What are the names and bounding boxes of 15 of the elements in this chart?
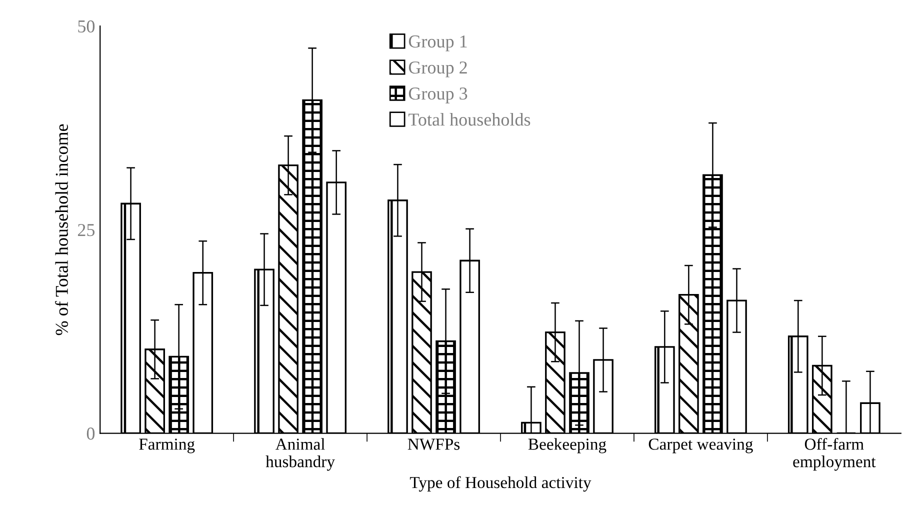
x-tick-label: Beekeeping [528, 438, 606, 454]
x-tick-label: Carpet weaving [648, 438, 753, 454]
y-tick-label: 50 [78, 20, 95, 33]
y-tick-label: 25 [78, 224, 95, 236]
x-tick-label: Off-farm employment [793, 438, 876, 471]
x-tick-label: NWFPs [408, 438, 460, 450]
y-tick-label: 0 [86, 428, 95, 440]
legend-label: Group 1 [408, 35, 467, 52]
y-axis-title: % of Total household income [55, 124, 68, 336]
x-tick-label: Farming [139, 438, 195, 454]
x-tick-label: Animal husbandry [266, 438, 335, 471]
legend-label: Total households [408, 113, 530, 126]
x-axis-title: Type of Household activity [410, 476, 592, 492]
legend-label: Group 3 [408, 88, 468, 104]
legend-label: Group 2 [408, 61, 467, 78]
